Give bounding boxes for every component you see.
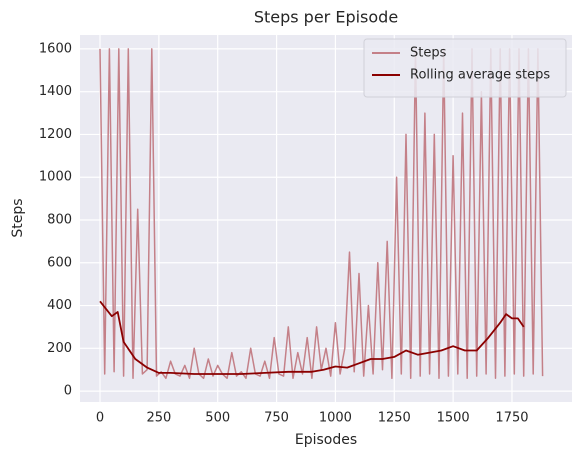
- y-tick-label: 600: [47, 255, 72, 270]
- y-tick-label: 0: [64, 384, 72, 399]
- x-tick-label: 1750: [495, 411, 528, 426]
- y-tick-label: 1200: [39, 127, 72, 142]
- x-tick-label: 0: [96, 411, 104, 426]
- y-tick-label: 1000: [39, 170, 72, 185]
- legend-box: [363, 38, 567, 98]
- x-axis-label: Episodes: [295, 432, 357, 448]
- y-tick-label: 800: [47, 212, 72, 227]
- y-tick-label: 1400: [39, 84, 72, 99]
- y-tick-label: 200: [47, 341, 72, 356]
- y-axis-label: Steps: [10, 198, 26, 237]
- chart-title: Steps per Episode: [254, 8, 398, 27]
- x-tick-label: 250: [146, 411, 171, 426]
- x-tick-label: 750: [264, 411, 289, 426]
- y-tick-label: 1600: [39, 41, 72, 56]
- x-tick-label: 1250: [378, 411, 411, 426]
- x-tick-label: 500: [205, 411, 230, 426]
- y-tick-label: 400: [47, 298, 72, 313]
- x-tick-label: 1000: [319, 411, 352, 426]
- legend-label: Rolling average steps: [410, 68, 550, 83]
- series-line: [99, 300, 525, 375]
- legend-label: Steps: [410, 46, 447, 61]
- x-tick-label: 1500: [437, 411, 470, 426]
